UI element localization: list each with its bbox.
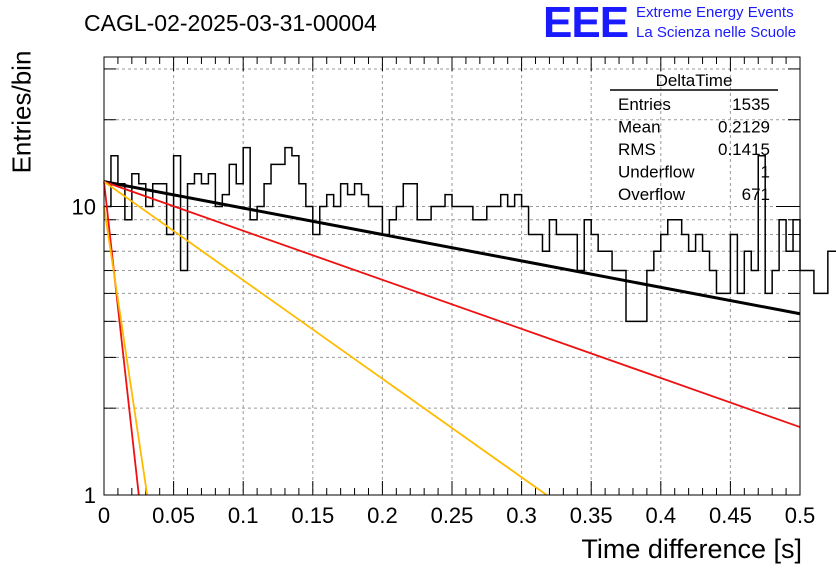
stats-title: DeltaTime (656, 71, 733, 90)
axis-ticks (103, 57, 801, 496)
stats-row-value: 1 (761, 163, 770, 182)
fit-curve-0 (103, 180, 801, 316)
x-tick-label: 0.05 (152, 503, 195, 528)
x-tick-label: 0.5 (785, 503, 816, 528)
y-tick-label: 1 (84, 483, 96, 508)
x-tick-label: 0 (98, 503, 110, 528)
logo-caption-line2: La Scienza nelle Scuole (636, 24, 797, 41)
stats-row-value: 1535 (732, 95, 770, 114)
stats-box: DeltaTime Entries 1535 Mean 0.2129 RMS 0.1415… (610, 71, 778, 204)
x-tick-label: 0.45 (709, 503, 752, 528)
stats-row-label: RMS (618, 140, 656, 159)
tick-labels: 0 0.05 0.1 0.15 0.2 0.25 0.3 0.35 0.4 0.45 0.5 1 10 (72, 195, 816, 528)
stats-row-label: Entries (618, 95, 671, 114)
logo-caption: Extreme Energy Events La Scienza nelle S… (636, 3, 796, 43)
stats-row-value: 671 (742, 185, 770, 204)
x-tick-label: 0.4 (646, 503, 677, 528)
y-tick-label: 10 (72, 195, 96, 220)
stats-row-value: 0.1415 (718, 140, 770, 159)
fit-curve-1 (103, 180, 801, 428)
fit-curve-3 (103, 180, 548, 496)
logo-caption-line1: Extreme Energy Events (636, 4, 794, 21)
plot-title: CAGL-02-2025-03-31-00004 (84, 10, 377, 36)
stats-row-value: 0.2129 (718, 118, 770, 137)
x-tick-label: 0.2 (367, 503, 398, 528)
x-tick-label: 0.3 (506, 503, 537, 528)
x-tick-label: 0.15 (291, 503, 334, 528)
eee-logo: EEE (543, 0, 629, 47)
x-tick-label: 0.1 (228, 503, 259, 528)
x-axis-label: Time difference [s] (581, 534, 802, 564)
x-tick-label: 0.35 (570, 503, 613, 528)
histogram (104, 146, 836, 323)
stats-row-label: Mean (618, 118, 661, 137)
histogram-outline (104, 146, 836, 323)
stats-row-label: Underflow (618, 163, 695, 182)
grid (104, 57, 800, 495)
plot-frame (103, 56, 801, 496)
fit-curve-4 (103, 206, 149, 496)
fit-curves (103, 180, 801, 496)
stats-row-label: Overflow (618, 185, 686, 204)
fit-curve-2 (103, 181, 140, 496)
x-tick-label: 0.25 (431, 503, 474, 528)
